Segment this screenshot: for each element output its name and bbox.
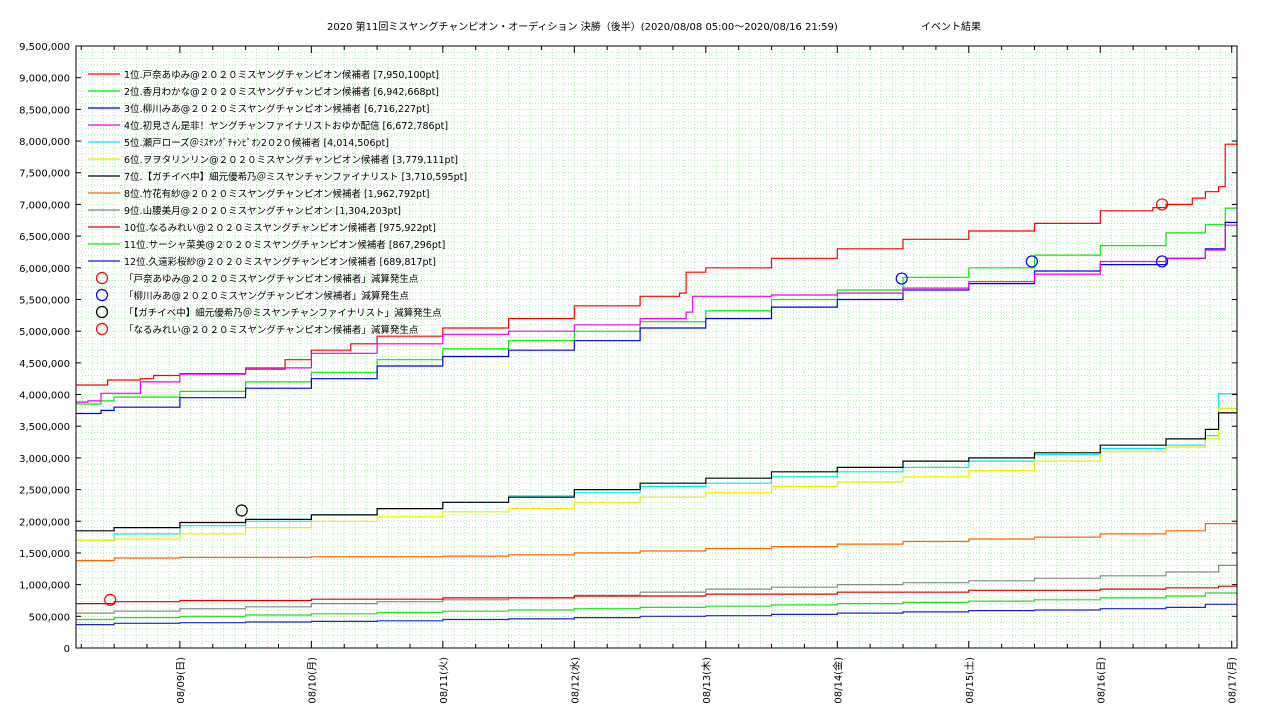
legend-entry: 2位.香月わかな@２０２０ミスヤングチャンピオン候補者 [6,942,668pt… [124, 86, 439, 98]
y-tick-label: 0 [64, 644, 70, 655]
y-tick-label: 2,000,000 [19, 517, 70, 528]
x-tick-label: 08/17(月) [1227, 657, 1239, 704]
legend: 1位.戸奈あゆみ@２０２０ミスヤングチャンピオン候補者 [7,950,100pt… [88, 69, 467, 336]
marker-layer [104, 198, 1169, 606]
legend-marker [95, 322, 109, 336]
series-line-6 [76, 407, 1237, 541]
x-tick-label: 08/11(火) [438, 657, 450, 704]
y-tick-label: 9,000,000 [19, 74, 70, 85]
y-tick-label: 2,500,000 [19, 486, 70, 497]
x-axis: 08/09(日) 08/10(月) 08/11(火) 08/12(水) 08/13(木)… [80, 46, 1239, 704]
legend-entry-marker: 「柳川みあ@２０２０ミスヤングチャンピオン候補者」減算発生点 [124, 290, 409, 302]
x-tick-label: 08/15(土) [963, 657, 976, 704]
series-line-10 [76, 585, 1237, 605]
legend-entry: 5位.瀬戸ローズ＠ﾐｽﾔﾝｸﾞﾁｬﾝﾋﾟｵﾝ2０2０候補者 [4,014,506… [124, 137, 389, 149]
series-layer [76, 143, 1237, 626]
legend-entry-marker: 「なるみれい@２０２０ミスヤングチャンピオン候補者」減算発生点 [124, 324, 419, 336]
legend-entry-marker: 「【ガチイベ中】細元優希乃＠ミスヤンチャンファイナリスト」減算発生点 [124, 307, 442, 319]
marker-point-3 [235, 504, 248, 517]
x-tick-label: 08/12(水) [569, 657, 581, 704]
y-tick-label: 500,000 [29, 612, 70, 623]
plot-frame [75, 45, 1238, 649]
chart-title: 2020 第11回ミスヤングチャンピオン・オーディション 決勝（後半）(2020… [327, 20, 838, 33]
x-tick-label: 08/10(月) [306, 657, 318, 704]
legend-entry: 4位.初見さん是非！ヤングチャンファイナリストおゆか配信 [6,672,786p… [124, 120, 448, 132]
x-tick-label: 08/09(日) [176, 657, 187, 704]
legend-marker [95, 305, 109, 319]
y-tick-label: 7,000,000 [19, 200, 70, 211]
legend-entry: 11位.サーシャ菜美@２０２０ミスヤングチャンピオン候補者 [867,296pt… [124, 239, 445, 251]
y-tick-label: 7,500,000 [19, 169, 70, 180]
marker-point-2 [895, 272, 908, 285]
y-tick-label: 1,500,000 [19, 549, 70, 560]
y-tick-label: 3,500,000 [19, 422, 70, 433]
legend-marker [95, 271, 109, 285]
legend-entry: 6位.ヲヲタリンリン@２０２０ミスヤングチャンピオン候補者 [3,779,111… [124, 154, 458, 166]
y-tick-label: 8,000,000 [19, 137, 70, 148]
y-tick-label: 6,000,000 [19, 264, 70, 275]
y-tick-label: 6,500,000 [19, 232, 70, 243]
marker-point-2 [1025, 255, 1038, 268]
chart-title-right: イベント結果 [921, 20, 981, 33]
y-tick-label: 5,000,000 [19, 327, 70, 338]
legend-entry-marker: 「戸奈あゆみ@２０２０ミスヤングチャンピオン候補者」減算発生点 [124, 273, 419, 285]
y-tick-label: 3,000,000 [19, 454, 70, 465]
legend-entry: 3位.柳川みあ@２０２０ミスヤングチャンピオン候補者 [6,716,227pt] [124, 103, 430, 115]
y-tick-label: 8,500,000 [19, 105, 70, 116]
legend-entry: 12位.久遠彩桜紗@２０２０ミスヤングチャンピオン候補者 [689,817pt] [124, 256, 436, 268]
marker-point-1 [1155, 198, 1169, 211]
x-tick-label: 08/13(木) [701, 657, 713, 704]
x-tick-label: 08/16(日) [1096, 657, 1107, 704]
legend-entry: 9位.山腰美月@２０２０ミスヤングチャンピオン [1,304,203pt] [124, 205, 401, 217]
series-line-12 [76, 603, 1237, 626]
series-line-11 [76, 592, 1237, 621]
legend-entry: 8位.竹花有紗@２０２０ミスヤングチャンピオン候補者 [1,962,792pt] [124, 188, 430, 200]
y-tick-label: 4,000,000 [19, 391, 70, 402]
y-axis: 0 500,000 1,000,000 1,500,000 2,000,000 2,500… [19, 42, 1237, 655]
x-tick-label: 08/14(金) [831, 657, 844, 704]
series-line-9 [76, 564, 1237, 614]
series-line-2 [76, 207, 1237, 405]
y-tick-label: 4,500,000 [19, 359, 70, 370]
legend-entry: 1位.戸奈あゆみ@２０２０ミスヤングチャンピオン候補者 [7,950,100pt… [124, 69, 439, 81]
series-line-7 [76, 412, 1237, 532]
legend-marker [95, 288, 109, 302]
marker-point-2 [1155, 255, 1169, 268]
legend-entry: 7位.【ガチイベ中】細元優希乃＠ミスヤンチャンファイナリスト [3,710,59… [124, 171, 467, 183]
series-line-3 [76, 221, 1237, 415]
series-line-4 [76, 224, 1237, 403]
grid [76, 46, 1237, 648]
y-tick-label: 5,500,000 [19, 295, 70, 306]
series-line-5 [76, 393, 1237, 541]
y-tick-label: 9,500,000 [19, 42, 70, 53]
legend-entry: 10位.なるみれい@２０２０ミスヤングチャンピオン候補者 [975,922pt] [124, 222, 436, 234]
y-tick-label: 1,000,000 [19, 581, 70, 592]
series-line-8 [76, 523, 1237, 562]
marker-point-4 [104, 593, 117, 606]
